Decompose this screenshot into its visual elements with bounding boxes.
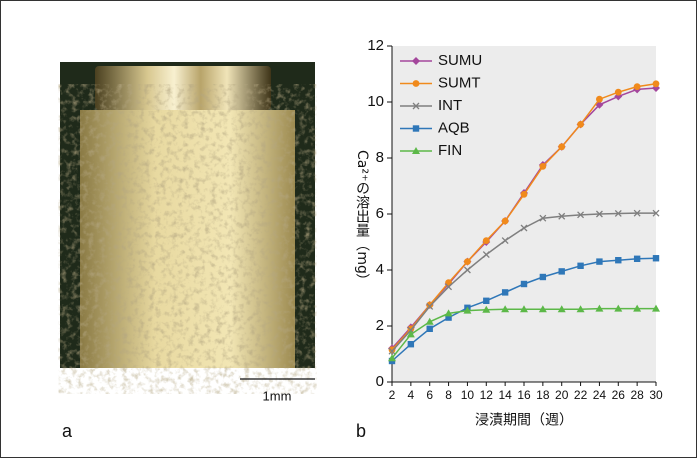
x-tick-label: 6 [426,388,433,402]
marker [502,289,508,295]
marker [559,268,565,274]
x-tick-label: 26 [612,388,626,402]
x-tick-label: 2 [389,388,396,402]
y-tick-label: 10 [367,93,384,110]
marker [483,298,489,304]
x-tick-label: 18 [536,388,550,402]
marker [408,341,414,347]
chart: 1mm a b 浸漬期間（週） 024681012246810121416182… [0,0,697,458]
marker [502,218,509,225]
marker [634,256,640,262]
legend-label: SUMU [438,52,482,69]
legend-label: FIN [438,142,462,159]
marker [615,89,622,96]
x-tick-label: 4 [408,388,415,402]
marker [464,258,471,265]
y-tick-label: 8 [376,149,384,166]
marker [540,274,546,280]
x-tick-label: 28 [630,388,644,402]
panel-label: b [356,421,366,441]
y-axis-label: Ca²⁺の溶出量（mg） [352,150,372,288]
x-tick-label: 14 [498,388,512,402]
legend-label: INT [438,97,462,114]
y-tick-label: 4 [376,261,384,278]
photo [60,62,315,368]
y-tick-label: 12 [367,37,384,54]
marker [596,96,603,103]
marker [539,163,546,170]
x-axis-label: 浸漬期間（週） [475,412,573,428]
marker [596,258,602,264]
marker [413,80,420,87]
marker [634,83,641,90]
marker [389,346,396,353]
marker [577,121,584,128]
x-tick-label: 10 [461,388,475,402]
legend-label: AQB [438,119,470,136]
y-tick-label: 0 [376,373,384,390]
marker [615,257,621,263]
x-tick-label: 8 [445,388,452,402]
legend-label: SUMT [438,74,481,91]
marker [577,263,583,269]
x-tick-label: 20 [555,388,569,402]
marker [558,143,565,150]
marker [521,191,528,198]
y-tick-label: 6 [376,205,384,222]
marker [427,326,433,332]
panel-label: a [62,421,73,441]
x-tick-label: 30 [649,388,663,402]
x-tick-label: 24 [593,388,607,402]
scale-label: 1mm [263,388,292,403]
figure: 1mm a b 浸漬期間（週） 024681012246810121416182… [0,0,697,458]
x-tick-label: 22 [574,388,588,402]
marker [413,125,419,131]
x-tick-label: 16 [517,388,531,402]
marker [653,255,659,261]
marker [521,281,527,287]
y-tick-label: 2 [376,317,384,334]
marker [483,237,490,244]
marker [653,80,660,87]
x-tick-label: 12 [480,388,494,402]
